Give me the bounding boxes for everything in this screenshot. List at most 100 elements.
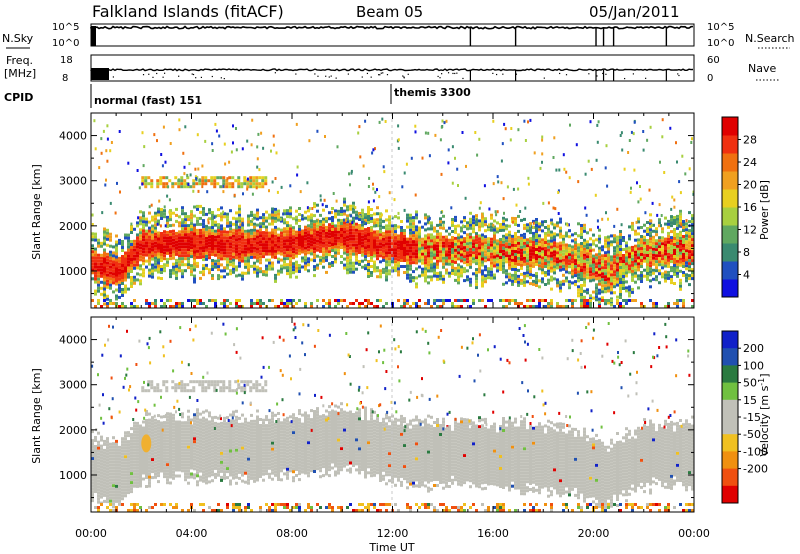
power-cell [259, 252, 262, 256]
power-cell [204, 179, 208, 183]
power-cell [301, 229, 304, 233]
power-cell [388, 251, 391, 255]
power-cell [556, 302, 559, 305]
power-cell [148, 253, 151, 257]
velocity-cell [118, 502, 121, 506]
power-cell [538, 246, 541, 250]
power-cell [130, 270, 133, 273]
power-cell [682, 271, 685, 274]
power-cell [331, 222, 334, 225]
power-cell [91, 244, 94, 248]
power-cell [583, 256, 586, 260]
power-cell [187, 224, 190, 228]
power-cell [625, 259, 628, 263]
power-cell [346, 244, 349, 248]
power-cell [691, 262, 694, 266]
power-cell [406, 299, 409, 302]
velocity-cell [109, 478, 112, 482]
power-cell [691, 137, 693, 141]
power-cell [580, 227, 583, 230]
velocity-cell [151, 440, 154, 444]
velocity-cell [100, 477, 103, 481]
velocity-cell [151, 419, 154, 423]
power-cell [499, 226, 502, 229]
power-cell [667, 276, 670, 280]
power-cell [145, 229, 148, 233]
velocity-cell [94, 457, 97, 460]
power-cell [676, 232, 679, 236]
power-cell [523, 232, 526, 236]
power-cell [208, 208, 211, 212]
power-cell [91, 213, 94, 217]
power-cell [91, 223, 94, 226]
power-cell [373, 269, 376, 273]
power-cell [658, 269, 661, 273]
power-cell [169, 230, 172, 234]
power-cell [190, 270, 193, 274]
power-cell [332, 192, 335, 195]
power-cell [139, 252, 142, 256]
velocity-cell [130, 436, 133, 440]
power-cell [538, 261, 541, 265]
power-cell [166, 224, 169, 228]
power-cell [469, 235, 472, 239]
power-cell [442, 238, 445, 242]
velocity-cell [91, 499, 94, 503]
power-cell [100, 151, 103, 155]
power-cell [688, 232, 691, 236]
power-cell [202, 231, 205, 235]
power-cell [673, 205, 676, 209]
power-cell [256, 165, 259, 169]
power-cell [256, 145, 259, 149]
power-cell [175, 305, 178, 308]
power-cell [550, 236, 553, 240]
power-cell [130, 240, 133, 243]
power-cell [115, 297, 118, 301]
power-cell [260, 131, 263, 135]
power-cell [104, 183, 107, 187]
power-cell [505, 257, 508, 261]
power-cell [439, 223, 442, 227]
power-cell [189, 173, 192, 177]
power-cell [610, 291, 613, 295]
power-cell [346, 217, 349, 221]
power-cell [541, 152, 544, 156]
power-cell [217, 214, 220, 218]
power-cell [316, 224, 319, 228]
power-cell [229, 230, 232, 234]
power-cell [259, 234, 262, 238]
power-cell [97, 277, 100, 281]
power-cell [352, 267, 355, 271]
power-cell [565, 243, 568, 247]
power-cell [283, 254, 286, 258]
power-cell [658, 260, 661, 264]
power-cell [109, 201, 112, 205]
power-cell [280, 219, 283, 223]
power-cell [274, 240, 277, 244]
power-cell [265, 234, 268, 238]
power-cell [619, 239, 622, 242]
power-cell [319, 261, 322, 265]
power-cell [211, 214, 214, 217]
power-cell [640, 259, 643, 262]
velocity-cell [103, 478, 106, 482]
power-cell [367, 230, 370, 233]
velocity-cell [94, 445, 97, 448]
power-cell [142, 268, 145, 272]
power-cell [157, 213, 160, 217]
power-cell [154, 217, 157, 221]
power-cell [157, 258, 160, 262]
power-cell [313, 223, 316, 227]
power-cell [301, 217, 304, 221]
power-cell [310, 228, 313, 232]
nave-point [380, 72, 382, 74]
power-cell [94, 262, 97, 266]
power-cell [412, 276, 415, 280]
power-cell [406, 273, 409, 277]
power-cell [103, 233, 106, 237]
power-cell [406, 276, 409, 280]
velocity-cell [133, 448, 136, 452]
power-cell [589, 246, 592, 250]
power-cell [208, 238, 211, 242]
power-cell [433, 250, 436, 254]
